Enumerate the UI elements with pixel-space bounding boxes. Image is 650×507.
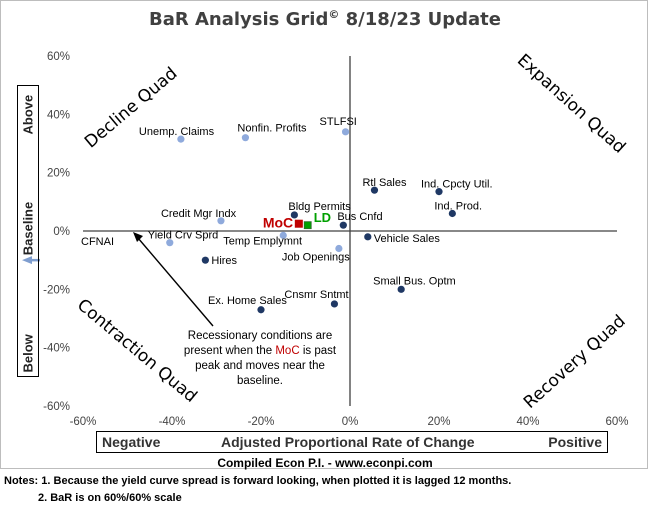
point-unemp-claims-marker [177, 135, 185, 143]
point-ind-prod-label: Ind. Prod. [434, 201, 482, 213]
point-small-bus-optm-marker [397, 285, 405, 293]
point-ind-cpcty-util-marker [435, 188, 443, 196]
point-ind-prod-marker [448, 209, 456, 218]
chart-frame [0, 0, 648, 469]
point-ex-home-sales-label: Ex. Home Sales [208, 295, 287, 307]
x-tick-label: 0% [342, 416, 359, 428]
point-nonfin-profits-marker [241, 134, 250, 142]
cfnai-arrow-head [22, 256, 32, 265]
y-axis-label-box [17, 85, 39, 377]
y-tick-label: -40% [43, 343, 70, 355]
point-bldg-permits-marker [290, 211, 298, 219]
annotation-arrow-head [133, 232, 143, 242]
recession-annotation: Recessionary conditions are present when… [183, 330, 337, 387]
x-axis-label-negative: Negative [102, 434, 161, 450]
y-axis-label-below: Below [20, 334, 36, 373]
point-vehicle-sales-marker [364, 233, 372, 241]
point-ind-cpcty-util-label: Ind. Cpcty Util. [421, 179, 493, 191]
notes: Notes: 1. Because the yield curve spread… [4, 473, 511, 507]
y-tick-label: 40% [47, 109, 70, 121]
point-cnsmr-sntmt-label: Cnsmr Sntmt [284, 289, 348, 301]
x-axis-label-box: Negative Adjusted Proportional Rate of C… [96, 431, 608, 453]
y-tick-label: -60% [43, 401, 70, 413]
point-yield-crv-sprd-marker [166, 239, 174, 247]
point-ld-label: LD [314, 210, 331, 225]
point-bus-cnfd-label: Bus Cnfd [337, 211, 382, 223]
x-tick-label: 60% [605, 416, 628, 428]
point-ex-home-sales-marker [257, 306, 265, 314]
point-yield-crv-sprd-label: Yield Crv Sprd [148, 230, 219, 242]
chart-title: BaR Analysis Grid© 8/18/23 Update [148, 8, 501, 30]
point-temp-emplymnt-label: Temp Emplymnt [223, 235, 302, 247]
point-bus-cnfd-marker [339, 221, 347, 229]
point-credit-mgr-indx-marker [217, 217, 225, 225]
note-2: 2. BaR is on 60%/60% scale [38, 492, 182, 504]
y-tick-label: 20% [47, 168, 70, 180]
y-axis-label-baseline: Baseline [20, 201, 36, 256]
note-1: Notes: 1. Because the yield curve spread… [4, 475, 512, 487]
point-stlfsi-marker [341, 128, 350, 136]
x-axis-label-middle: Adjusted Proportional Rate of Change [221, 434, 475, 450]
point-temp-emplymnt-marker [279, 231, 287, 239]
point-unemp-claims-label: Unemp. Claims [139, 126, 215, 138]
point-rtl-sales-marker [370, 186, 379, 194]
x-tick-label: 20% [427, 416, 450, 428]
point-job-openings-marker [335, 244, 343, 253]
y-tick-label: -20% [43, 284, 70, 296]
point-credit-mgr-indx-label: Credit Mgr Indx [161, 208, 237, 220]
point-nonfin-profits-label: Nonfin. Profits [237, 123, 307, 135]
point-job-openings-label: Job Openings [282, 252, 350, 264]
point-moc-label: MoC [263, 215, 293, 231]
point-hires-label: Hires [211, 255, 237, 267]
x-tick-label: 40% [516, 416, 539, 428]
point-rtl-sales-label: Rtl Sales [362, 177, 407, 189]
cfnai-label: CFNAI [81, 236, 114, 248]
annotation-arrow-line [137, 237, 214, 327]
x-axis-label-positive: Positive [548, 434, 602, 450]
point-small-bus-optm-label: Small Bus. Optm [373, 275, 456, 287]
point-ld-marker [303, 221, 312, 230]
x-tick-label: -40% [159, 416, 186, 428]
point-moc-marker [294, 219, 303, 228]
point-vehicle-sales-label: Vehicle Sales [374, 233, 441, 245]
y-tick-label: 0% [53, 226, 70, 238]
x-tick-label: -60% [70, 416, 97, 428]
point-stlfsi-label: STLFSI [320, 116, 357, 128]
y-axis-label-above: Above [20, 94, 36, 135]
point-hires-marker [201, 256, 209, 264]
point-cnsmr-sntmt-marker [330, 300, 339, 308]
point-bldg-permits-label: Bldg Permits [288, 201, 351, 213]
y-tick-label: 60% [47, 51, 70, 63]
credit-line: Compiled Econ P.I. - www.econpi.com [217, 456, 433, 470]
x-tick-label: -20% [248, 416, 275, 428]
